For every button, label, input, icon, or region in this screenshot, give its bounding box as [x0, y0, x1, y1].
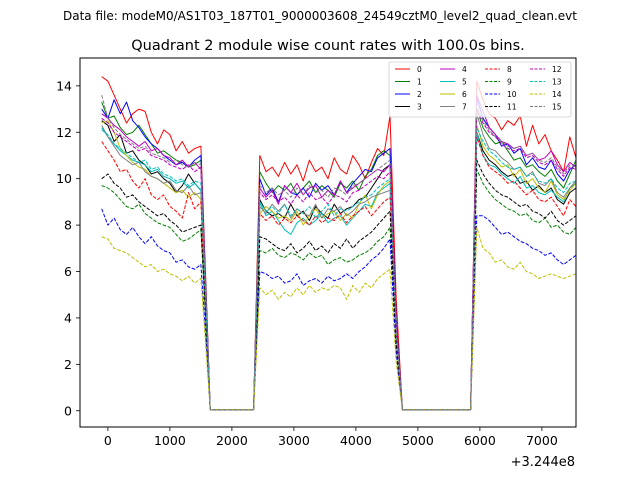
legend-label: 12	[552, 65, 562, 74]
legend-label: 5	[462, 78, 467, 87]
y-tick-label: 6	[64, 264, 72, 279]
y-tick-label: 8	[64, 218, 72, 233]
x-tick-label: 5000	[402, 433, 434, 448]
x-tick-label: 3000	[278, 433, 310, 448]
x-tick-label: 2000	[216, 433, 248, 448]
data-file-caption: Data file: modeM0/AS1T03_187T01_90000036…	[63, 9, 577, 23]
series-layer	[101, 76, 576, 411]
legend-box	[388, 61, 572, 118]
legend-label: 7	[462, 103, 467, 112]
series-line-15	[101, 94, 576, 411]
series-line-13	[101, 127, 576, 411]
legend-label: 11	[507, 103, 517, 112]
x-tick-label: 6000	[464, 433, 496, 448]
legend-label: 14	[552, 90, 562, 99]
legend-label: 13	[552, 78, 562, 87]
y-tick-label: 0	[64, 403, 72, 418]
legend-label: 8	[507, 65, 512, 74]
legend-label: 9	[507, 78, 512, 87]
y-axis: 0 2 4 6 8 10 12 14	[56, 78, 80, 418]
x-tick-label: 7000	[526, 433, 558, 448]
plot-frame	[79, 57, 577, 428]
legend-label: 4	[462, 65, 467, 74]
legend-label: 15	[552, 103, 562, 112]
y-tick-label: 4	[64, 310, 72, 325]
series-line-9	[101, 168, 576, 411]
legend-label: 1	[417, 78, 422, 87]
series-line-14	[101, 226, 576, 411]
chart-title: Quadrant 2 module wise count rates with …	[131, 38, 525, 54]
x-offset-label: +3.244e8	[511, 455, 575, 470]
series-line-5	[101, 127, 576, 411]
series-line-10	[101, 208, 576, 411]
series-line-8	[101, 136, 576, 411]
x-axis: 0 1000 2000 3000 4000 5000 6000 7000	[104, 427, 558, 448]
legend-label: 6	[462, 90, 467, 99]
x-tick-label: 0	[104, 433, 112, 448]
y-tick-label: 14	[56, 78, 72, 93]
legend-label: 0	[417, 65, 422, 74]
y-tick-label: 12	[56, 125, 72, 140]
series-line-0	[101, 76, 576, 411]
legend-label: 10	[507, 90, 517, 99]
y-tick-label: 10	[56, 171, 72, 186]
legend-label: 2	[417, 90, 422, 99]
series-line-2	[101, 97, 576, 411]
legend-label: 3	[417, 103, 422, 112]
series-line-6	[101, 120, 576, 411]
x-tick-label: 4000	[340, 433, 372, 448]
y-tick-label: 2	[64, 357, 72, 372]
x-tick-label: 1000	[154, 433, 186, 448]
series-line-11	[101, 159, 576, 411]
